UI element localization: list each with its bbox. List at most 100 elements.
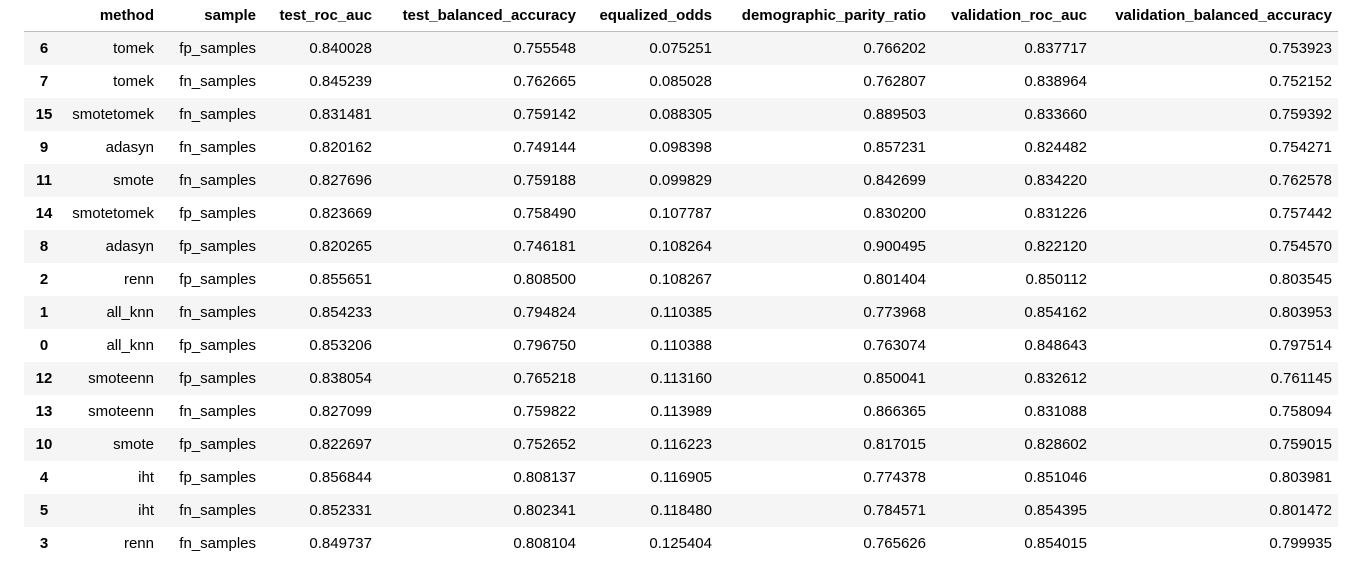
validation-balanced-accuracy-cell: 0.752152: [1269, 73, 1332, 90]
validation-roc-auc-cell: 0.854015: [1024, 535, 1087, 552]
sample-cell: fp_samples: [179, 337, 256, 354]
table-row: 8 adasyn fp_samples 0.820265 0.746181 0.10826…: [24, 230, 1338, 263]
table-row: 10 smote fp_samples 0.822697 0.752652 0.11622…: [24, 428, 1338, 461]
sample-cell: fp_samples: [179, 40, 256, 57]
method-cell: adasyn: [105, 139, 154, 156]
test-roc-auc-cell: 0.827099: [309, 403, 372, 420]
validation-roc-auc-cell: 0.834220: [1024, 172, 1087, 189]
validation-roc-auc-cell: 0.831226: [1024, 205, 1087, 222]
method-cell: tomek: [113, 73, 154, 90]
validation-balanced-accuracy-cell: 0.803545: [1269, 271, 1332, 288]
row-index-cell: 11: [36, 172, 52, 189]
method-cell: smote: [113, 172, 154, 189]
test-balanced-accuracy-cell: 0.755548: [513, 40, 576, 57]
table-row: 9 adasyn fn_samples 0.820162 0.749144 0.09839…: [24, 131, 1338, 164]
row-index-cell: 10: [35, 436, 53, 453]
equalized-odds-cell: 0.113160: [650, 370, 712, 387]
row-index-cell: 6: [39, 40, 49, 57]
sample-cell: fp_samples: [179, 271, 256, 288]
validation-roc-auc-cell: 0.850112: [1025, 271, 1087, 288]
row-index-cell: 7: [39, 73, 49, 90]
row-index-cell: 0: [39, 337, 49, 354]
equalized-odds-cell: 0.118480: [650, 502, 712, 519]
column-header-demographic-parity-ratio: demographic_parity_ratio: [718, 0, 932, 32]
validation-balanced-accuracy-cell: 0.754271: [1269, 139, 1332, 156]
equalized-odds-cell: 0.125404: [649, 535, 712, 552]
test-roc-auc-cell: 0.820265: [309, 238, 372, 255]
validation-balanced-accuracy-cell: 0.761145: [1270, 370, 1332, 387]
validation-balanced-accuracy-cell: 0.759392: [1269, 106, 1332, 123]
table-header: method sample test_roc_auc test_balanced…: [24, 0, 1338, 32]
test-balanced-accuracy-cell: 0.808500: [513, 271, 576, 288]
validation-roc-auc-cell: 0.848643: [1024, 337, 1087, 354]
demographic-parity-ratio-cell: 0.774378: [863, 469, 926, 486]
method-cell: iht: [138, 469, 154, 486]
equalized-odds-cell: 0.108267: [649, 271, 712, 288]
sample-cell: fp_samples: [179, 238, 256, 255]
test-roc-auc-cell: 0.827696: [309, 172, 372, 189]
equalized-odds-cell: 0.088305: [649, 106, 712, 123]
validation-roc-auc-cell: 0.833660: [1024, 106, 1087, 123]
table-body: 6 tomek fp_samples 0.840028 0.755548 0.075251…: [24, 31, 1338, 560]
table-row: 5 iht fn_samples 0.852331 0.802341 0.118480 0.…: [24, 494, 1338, 527]
method-cell: all_knn: [106, 337, 154, 354]
test-roc-auc-cell: 0.831481: [309, 106, 372, 123]
column-header-equalized-odds: equalized_odds: [582, 0, 718, 32]
validation-balanced-accuracy-cell: 0.762578: [1269, 172, 1332, 189]
table-row: 6 tomek fp_samples 0.840028 0.755548 0.075251…: [24, 31, 1338, 65]
row-index-cell: 9: [39, 139, 49, 156]
validation-balanced-accuracy-cell: 0.759015: [1269, 436, 1332, 453]
table-row: 0 all_knn fp_samples 0.853206 0.796750 0.1103…: [24, 329, 1338, 362]
validation-roc-auc-cell: 0.851046: [1024, 469, 1087, 486]
validation-roc-auc-cell: 0.832612: [1024, 370, 1087, 387]
results-table: method sample test_roc_auc test_balanced…: [24, 0, 1338, 560]
test-balanced-accuracy-cell: 0.759822: [513, 403, 576, 420]
test-roc-auc-cell: 0.838054: [309, 370, 372, 387]
validation-roc-auc-cell: 0.837717: [1024, 40, 1087, 57]
demographic-parity-ratio-cell: 0.842699: [863, 172, 926, 189]
test-roc-auc-cell: 0.840028: [309, 40, 372, 57]
method-cell: iht: [138, 502, 154, 519]
validation-balanced-accuracy-cell: 0.753923: [1269, 40, 1332, 57]
test-roc-auc-cell: 0.853206: [309, 337, 372, 354]
validation-balanced-accuracy-cell: 0.801472: [1269, 502, 1332, 519]
row-index-cell: 15: [35, 106, 53, 123]
equalized-odds-cell: 0.116905: [650, 469, 712, 486]
equalized-odds-cell: 0.085028: [649, 73, 712, 90]
table-row: 11 smote fn_samples 0.827696 0.759188 0.09982…: [24, 164, 1338, 197]
test-roc-auc-cell: 0.845239: [309, 73, 372, 90]
test-balanced-accuracy-cell: 0.759142: [513, 106, 576, 123]
demographic-parity-ratio-cell: 0.857231: [863, 139, 926, 156]
table-row: 3 renn fn_samples 0.849737 0.808104 0.125404 0…: [24, 527, 1338, 560]
test-roc-auc-cell: 0.852331: [309, 502, 372, 519]
method-cell: smote: [113, 436, 154, 453]
column-header-validation-roc-auc: validation_roc_auc: [932, 0, 1093, 32]
method-cell: all_knn: [106, 304, 154, 321]
dataframe-output: method sample test_roc_auc test_balanced…: [24, 0, 1338, 560]
row-index-cell: 13: [35, 403, 53, 420]
test-balanced-accuracy-cell: 0.765218: [513, 370, 576, 387]
equalized-odds-cell: 0.108264: [649, 238, 712, 255]
sample-cell: fp_samples: [179, 205, 256, 222]
row-index-cell: 14: [35, 205, 53, 222]
demographic-parity-ratio-cell: 0.763074: [863, 337, 926, 354]
test-balanced-accuracy-cell: 0.752652: [513, 436, 576, 453]
validation-roc-auc-cell: 0.838964: [1024, 73, 1087, 90]
validation-roc-auc-cell: 0.828602: [1024, 436, 1087, 453]
validation-balanced-accuracy-cell: 0.797514: [1269, 337, 1332, 354]
sample-cell: fn_samples: [179, 304, 256, 321]
equalized-odds-cell: 0.116223: [650, 436, 712, 453]
method-cell: tomek: [113, 40, 154, 57]
table-row: 13 smoteenn fn_samples 0.827099 0.759822 0.11…: [24, 395, 1338, 428]
column-header-method: method: [64, 0, 160, 32]
equalized-odds-cell: 0.110388: [650, 337, 712, 354]
equalized-odds-cell: 0.107787: [649, 205, 712, 222]
sample-cell: fp_samples: [179, 436, 256, 453]
row-index-cell: 3: [39, 535, 49, 552]
table-row: 2 renn fp_samples 0.855651 0.808500 0.108267 0…: [24, 263, 1338, 296]
table-row: 15 smotetomek fn_samples 0.831481 0.759142 0.…: [24, 98, 1338, 131]
sample-cell: fn_samples: [179, 502, 256, 519]
validation-balanced-accuracy-cell: 0.758094: [1269, 403, 1332, 420]
sample-cell: fn_samples: [179, 172, 256, 189]
validation-balanced-accuracy-cell: 0.799935: [1269, 535, 1332, 552]
